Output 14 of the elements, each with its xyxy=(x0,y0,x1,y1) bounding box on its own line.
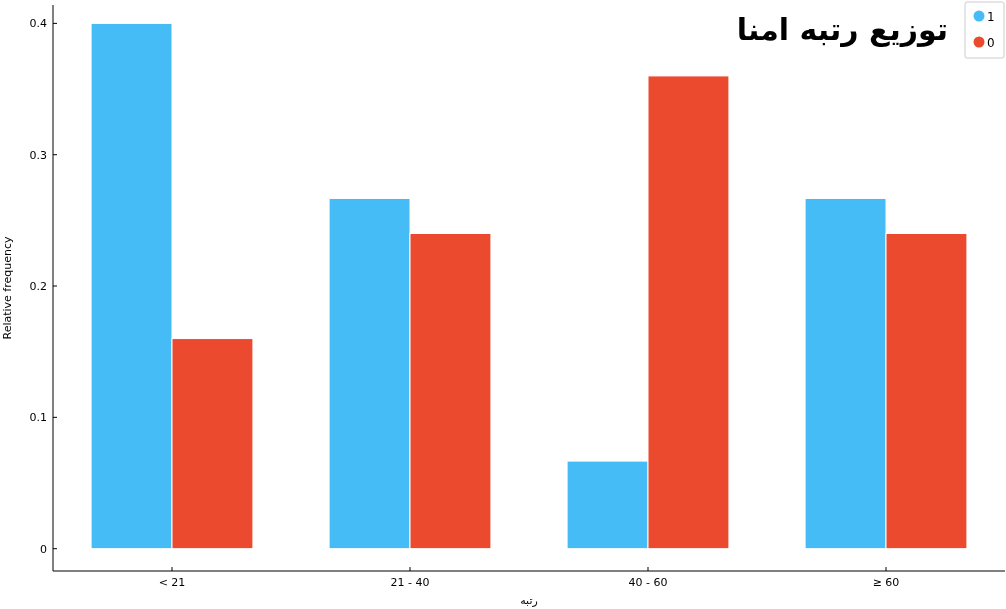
legend-label: 1 xyxy=(987,10,995,24)
y-tick-label: 0.3 xyxy=(29,148,47,162)
chart-title: توزیع رتبه امنا xyxy=(736,12,948,47)
x-axis-title: رتبه xyxy=(520,594,538,607)
y-tick-label: 0.4 xyxy=(29,17,47,31)
x-tick-label: ≥ 60 xyxy=(872,576,900,589)
y-tick-label: 0.2 xyxy=(29,280,47,294)
y-tick-label: 0 xyxy=(40,542,47,556)
x-tick-label: < 21 xyxy=(158,576,186,589)
y-axis-title: Relative frequency xyxy=(1,236,14,340)
y-tick-label: 0.1 xyxy=(29,411,47,425)
x-tick-label: 40 - 60 xyxy=(628,576,668,589)
x-tick-label: 21 - 40 xyxy=(390,576,430,589)
legend-label: 0 xyxy=(987,36,995,50)
